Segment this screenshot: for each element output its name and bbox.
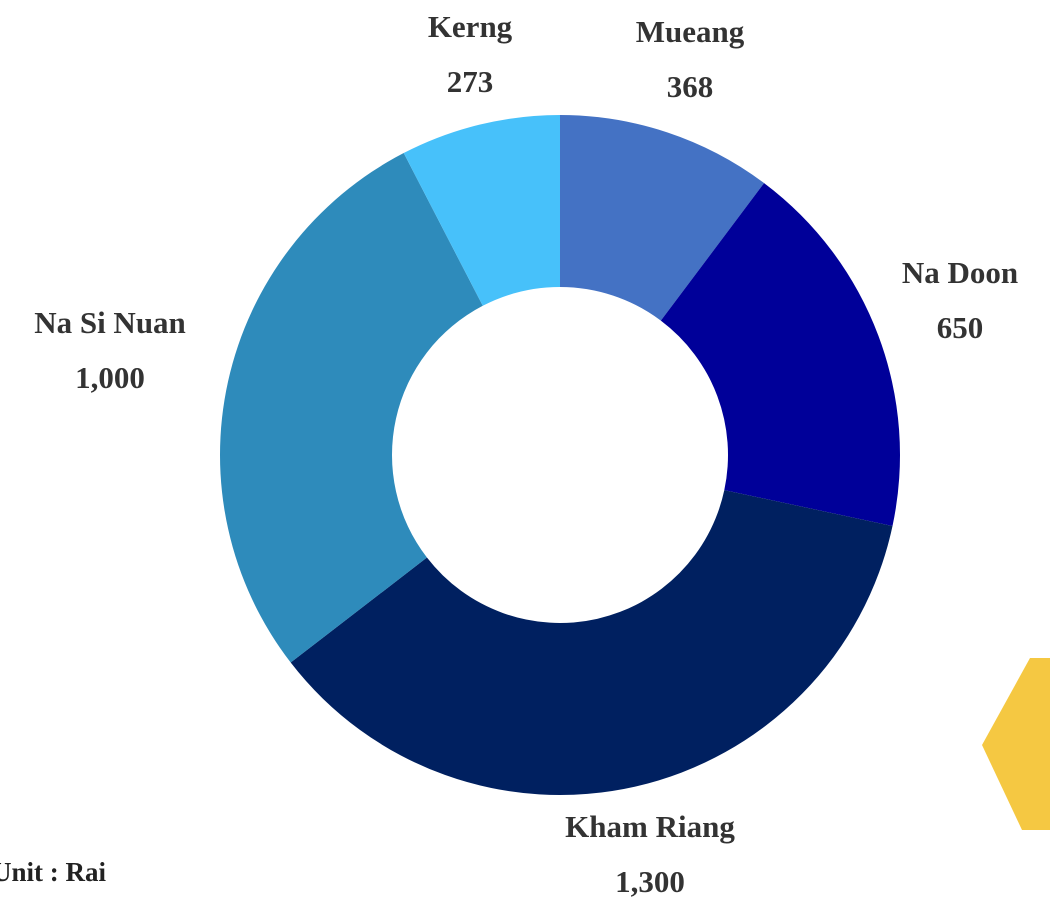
donut-slice [290, 490, 893, 795]
slice-label: Na Doon [902, 255, 1018, 290]
decoration-hexagon [982, 658, 1050, 830]
slice-value-label: 650 [937, 310, 984, 345]
slice-label: Mueang [636, 14, 745, 49]
donut-slice [660, 183, 901, 527]
slice-value-label: 368 [667, 69, 714, 104]
donut-slice [560, 115, 765, 321]
slice-label: Na Si Nuan [34, 305, 186, 340]
slice-value-label: 1,000 [75, 360, 145, 395]
donut-slice [220, 153, 483, 663]
slice-value-label: 273 [447, 64, 494, 99]
unit-annotation: Unit : Rai [0, 857, 106, 887]
slice-label: Kham Riang [565, 809, 735, 844]
slice-value-label: 1,300 [615, 864, 685, 899]
slice-label: Kerng [428, 9, 513, 44]
donut-slice [403, 115, 560, 306]
